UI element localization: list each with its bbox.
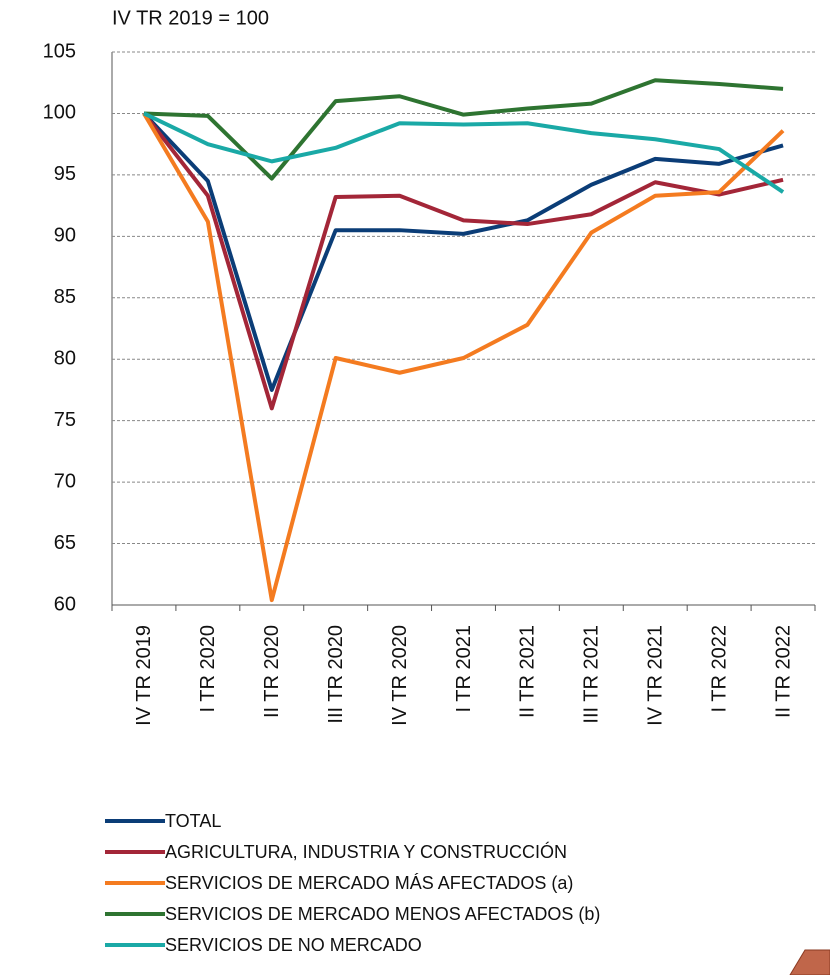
x-tick-label: I TR 2021 bbox=[453, 625, 475, 712]
series-line bbox=[142, 112, 785, 603]
legend-label: AGRICULTURA, INDUSTRIA Y CONSTRUCCIÓN bbox=[165, 841, 567, 862]
legend-label: SERVICIOS DE MERCADO MÁS AFECTADOS (a) bbox=[165, 873, 573, 893]
y-tick-label: 75 bbox=[54, 409, 76, 431]
x-tick-label: I TR 2022 bbox=[708, 625, 730, 712]
x-tick-label: IV TR 2021 bbox=[645, 625, 667, 726]
x-tick-label: I TR 2020 bbox=[197, 625, 219, 712]
y-tick-label: 60 bbox=[54, 593, 76, 615]
legend-label: SERVICIOS DE MERCADO MENOS AFECTADOS (b) bbox=[165, 904, 600, 924]
legend-label: SERVICIOS DE NO MERCADO bbox=[165, 935, 422, 955]
y-tick-label: 70 bbox=[54, 470, 76, 492]
x-tick-label: II TR 2021 bbox=[517, 625, 539, 718]
x-tick-label: IV TR 2019 bbox=[133, 625, 155, 726]
series-line bbox=[142, 112, 784, 411]
nav-arrow bbox=[789, 949, 830, 975]
y-tick-label: 100 bbox=[43, 102, 76, 124]
y-tick-label: 85 bbox=[54, 286, 76, 308]
y-tick-label: 90 bbox=[54, 225, 76, 247]
x-tick-label: III TR 2020 bbox=[325, 625, 347, 724]
y-tick-label: 105 bbox=[43, 40, 76, 62]
x-tick-label: II TR 2020 bbox=[261, 625, 283, 718]
legend-label: TOTAL bbox=[165, 811, 221, 831]
series-line bbox=[143, 111, 785, 194]
y-tick-label: 65 bbox=[54, 532, 76, 554]
x-tick-label: IV TR 2020 bbox=[389, 625, 411, 726]
series-line bbox=[142, 112, 784, 392]
x-tick-label: III TR 2021 bbox=[581, 625, 603, 724]
chart-subtitle: IV TR 2019 = 100 bbox=[112, 7, 269, 29]
y-tick-label: 95 bbox=[54, 163, 76, 185]
x-tick-label: II TR 2022 bbox=[772, 625, 794, 718]
series-line bbox=[143, 78, 784, 181]
y-tick-label: 80 bbox=[54, 348, 76, 370]
